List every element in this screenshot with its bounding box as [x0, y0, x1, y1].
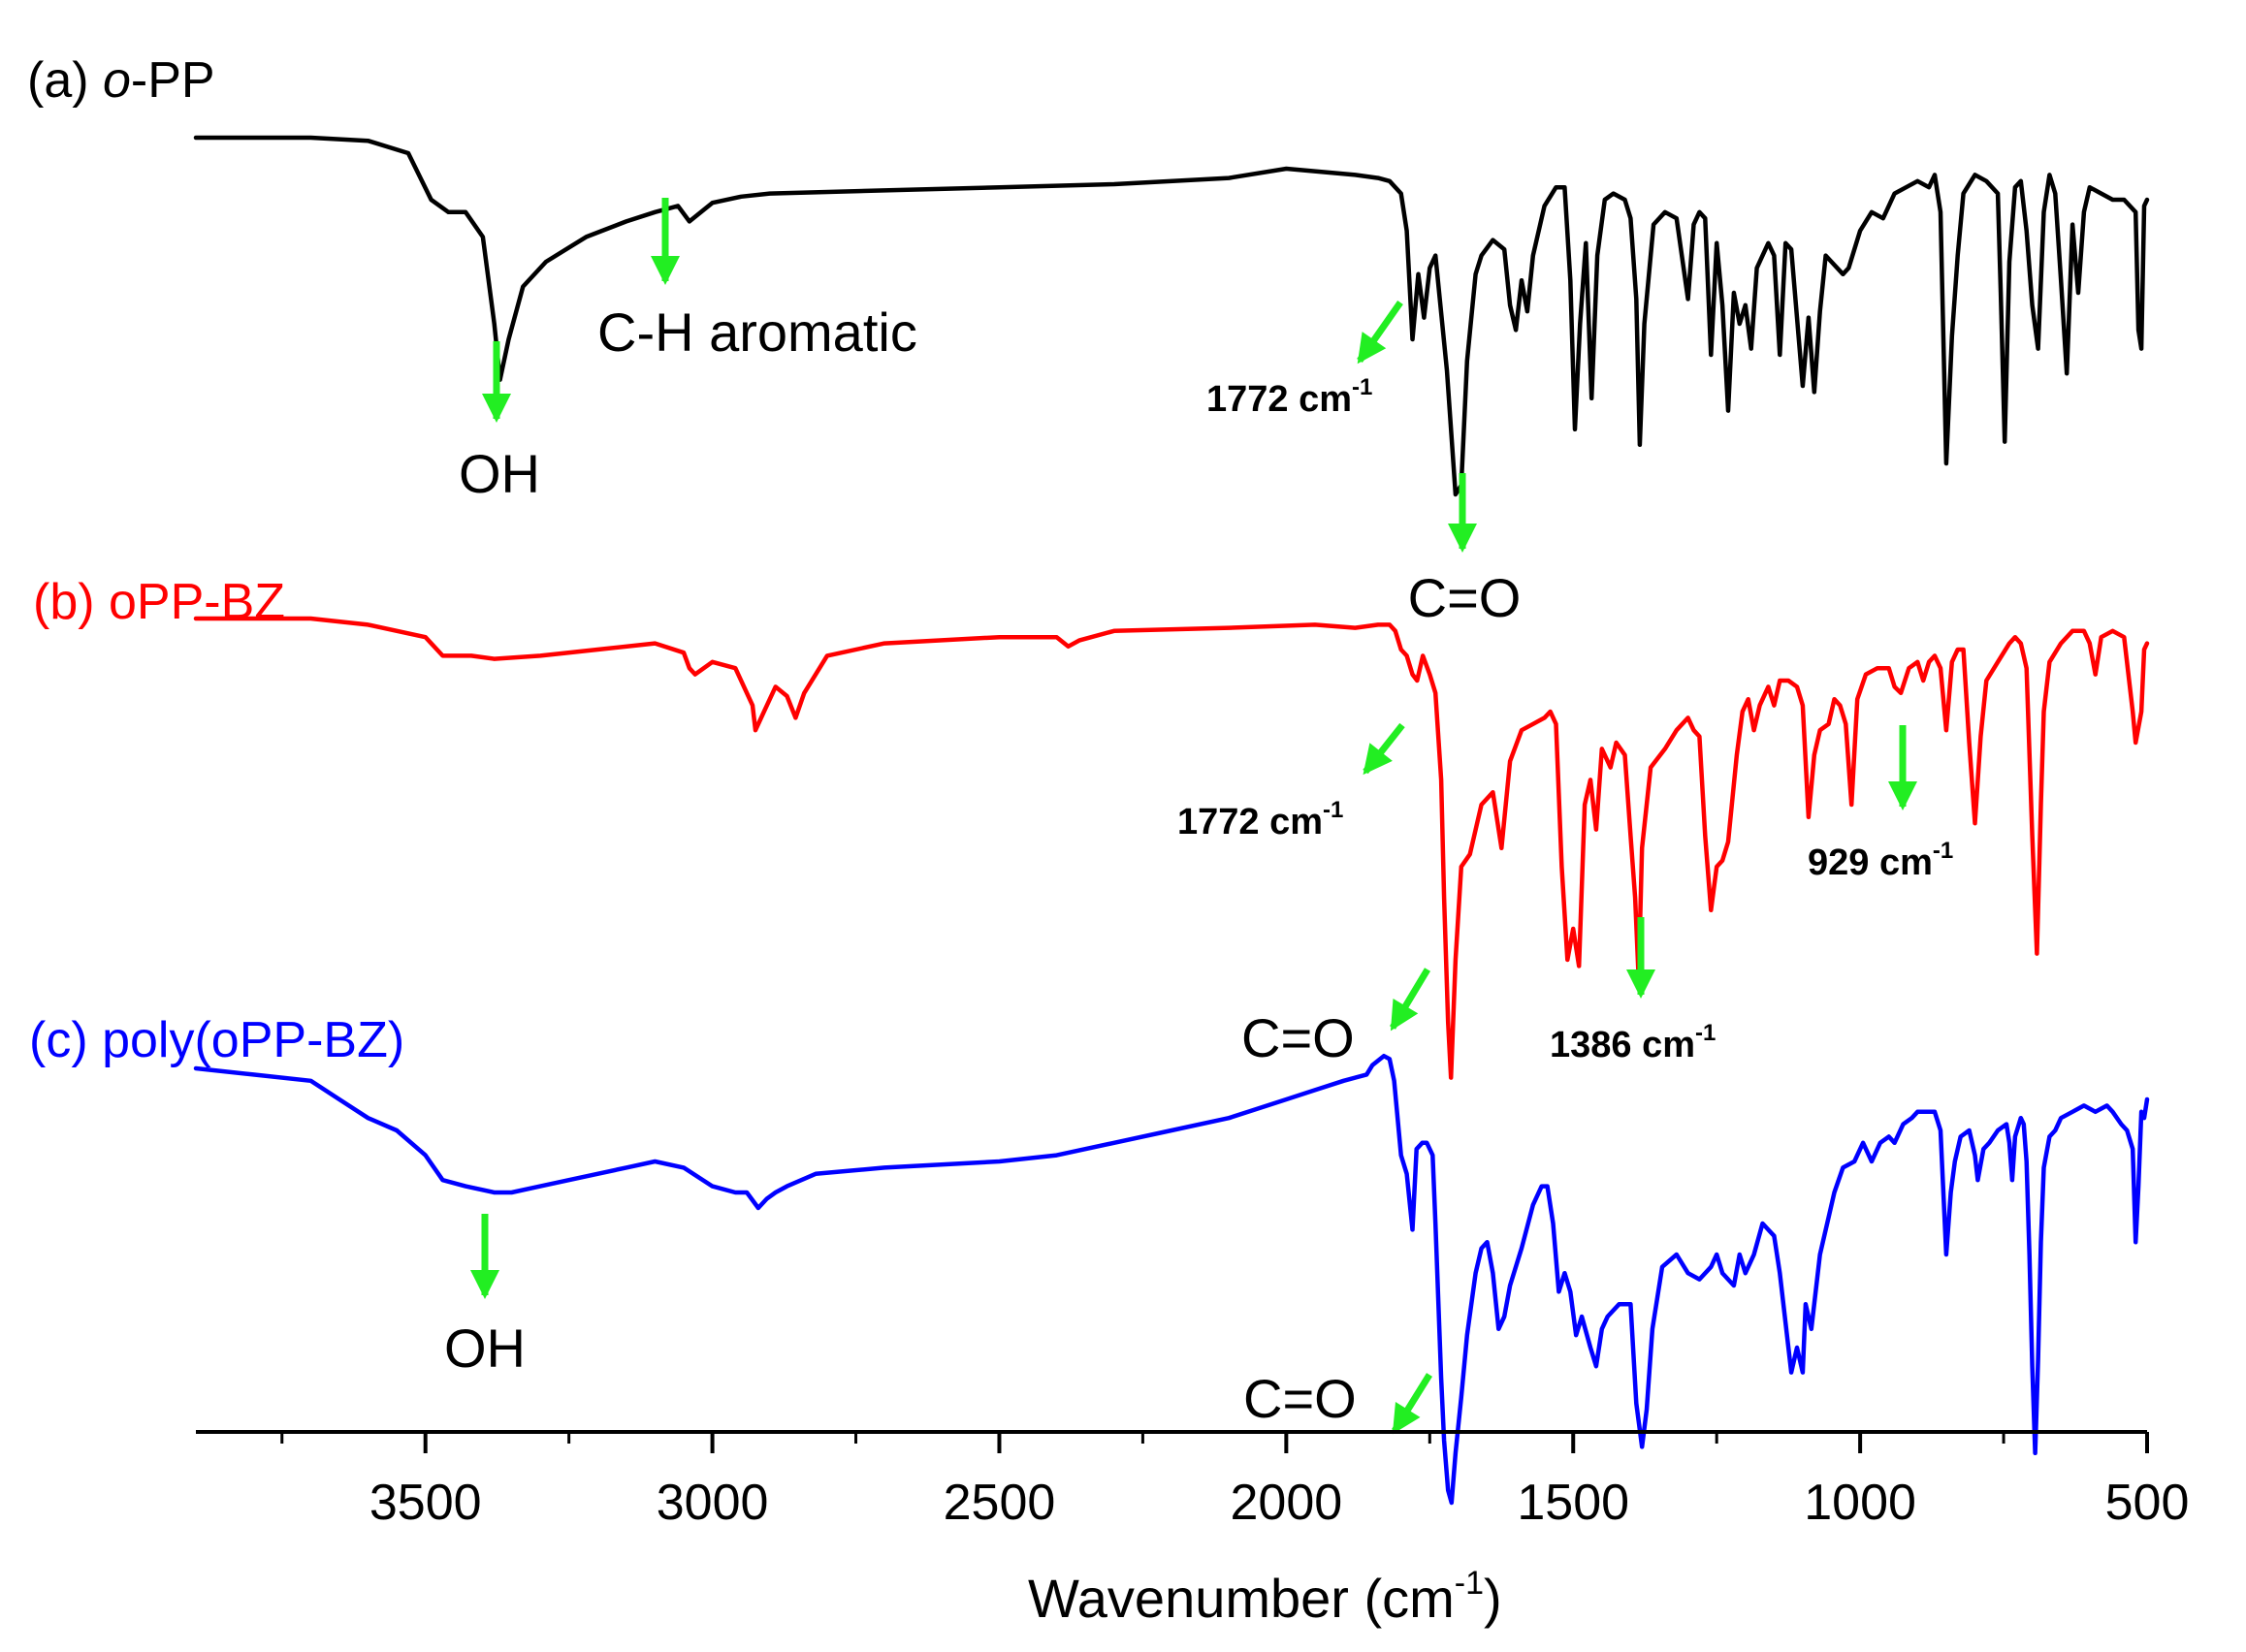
- annotation-label: C=O: [1241, 1007, 1355, 1068]
- x-tick-label: 500: [2105, 1475, 2190, 1531]
- x-tick-label: 1500: [1517, 1475, 1629, 1531]
- annotation-label: C=O: [1408, 567, 1522, 628]
- annotation-arrowhead: [482, 394, 511, 423]
- annotation-arrowhead: [1888, 781, 1917, 810]
- annotation-label: C=O: [1243, 1368, 1357, 1429]
- annotation-label: 1386 cm-1: [1550, 1020, 1716, 1065]
- annotation-label: C-H aromatic: [597, 302, 917, 363]
- annotation-arrowhead: [1448, 524, 1477, 553]
- series-line-a: [193, 135, 2150, 497]
- annotation-label: OH: [444, 1318, 526, 1379]
- annotation-label: 1772 cm-1: [1206, 374, 1372, 420]
- annotation-arrowhead: [651, 256, 680, 285]
- series-label-b: (b) oPP-BZ: [33, 574, 285, 630]
- annotation-layer: OH C-H aromatic 1772 cm-1 C=O 1772 cm-1 C=O 13…: [444, 198, 1953, 1435]
- annotation-arrowhead: [1390, 998, 1419, 1032]
- annotation-arrowhead: [1392, 1401, 1421, 1435]
- series-line-c: [193, 1053, 2150, 1506]
- annotation-arrowhead: [1363, 743, 1393, 776]
- x-tick-label: 2500: [944, 1475, 1056, 1531]
- annotation-arrowhead: [470, 1270, 499, 1299]
- series-line-b: [193, 616, 2150, 1080]
- x-tick-label: 1000: [1804, 1475, 1916, 1531]
- x-tick-label: 2000: [1231, 1475, 1343, 1531]
- x-tick-label: 3500: [369, 1475, 482, 1531]
- annotation-label: 1772 cm-1: [1177, 797, 1343, 842]
- x-axis-ticks: 3500 3000 2500 2000 1500 1000 500: [280, 1432, 2190, 1531]
- annotation-arrowhead: [1357, 332, 1387, 365]
- annotation-label: OH: [459, 443, 540, 504]
- x-tick-label: 3000: [657, 1475, 769, 1531]
- series-label-c: (c) poly(oPP-BZ): [29, 1012, 404, 1068]
- annotation-arrowhead: [1626, 969, 1655, 999]
- annotation-label: 929 cm-1: [1808, 838, 1953, 883]
- series-label-a: (a) o-PP: [27, 52, 215, 109]
- x-axis-label: Wavenumber (cm-1): [1028, 1565, 1502, 1629]
- series-layer: [193, 135, 2150, 1506]
